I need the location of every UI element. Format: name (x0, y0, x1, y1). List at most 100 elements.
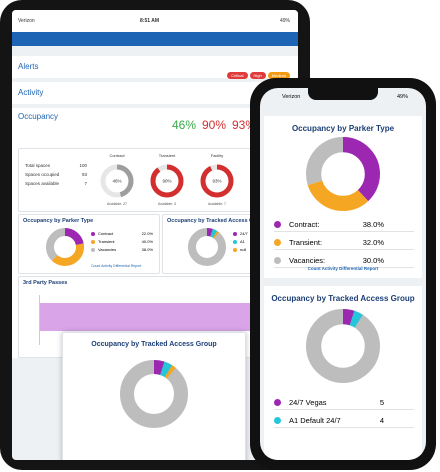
gauge-arc (200, 164, 234, 198)
carrier: Verizon (282, 94, 301, 100)
pass-bar (39, 303, 255, 331)
legend-swatch (233, 247, 237, 252)
parker-card: Occupancy by Parker Type Contract 22.0% Tr… (18, 214, 160, 274)
stats-value: 7 (84, 181, 87, 186)
legend-row: Contract: 38.0% (274, 220, 414, 232)
legend-swatch (91, 247, 95, 252)
legend-item: Transient (91, 239, 115, 244)
gauge-arc (150, 164, 184, 198)
legend-item: 24/7 (233, 231, 248, 236)
legend-swatch (274, 417, 281, 424)
badge: Critical (227, 72, 248, 79)
donut-track (120, 360, 188, 428)
gauge-arc (100, 164, 134, 198)
donut-segment (306, 137, 380, 211)
occupancy-percent: 46% (172, 118, 197, 132)
legend-row: Transient 40.0% (91, 239, 153, 244)
gauge-available: Available: 27 (107, 202, 127, 206)
legend-item: A1 (233, 239, 245, 244)
legend-label: Transient (98, 239, 115, 244)
legend-label: null (240, 247, 247, 252)
occupancy-percent: 90% (202, 118, 227, 132)
legend: Contract 22.0% Transient 40.0% Vacancies 38.0… (91, 231, 153, 255)
legend-value: 38.0% (141, 247, 153, 252)
stats-label: Spaces available (25, 181, 60, 186)
carrier: Verizon (18, 18, 35, 24)
donut (306, 309, 380, 383)
gauge-available: Available: 7 (208, 202, 226, 206)
legend-label: 24/7 Vegas (289, 398, 327, 407)
phone-screen: Verizon 49% Occupancy by Parker Type Con… (260, 88, 426, 460)
notch (308, 88, 378, 100)
stats-row: Spaces available 7 (25, 181, 87, 186)
legend-swatch (91, 231, 95, 236)
gauge-label: 46% (112, 179, 121, 184)
legend-item: null (233, 247, 246, 252)
stats-label: Spaces occupied (25, 172, 60, 177)
legend-row: A1 Default 24/7 4 (274, 416, 414, 428)
legend-item: 24/7 Vegas (274, 398, 327, 407)
legend-item: Contract: (274, 220, 319, 229)
status-bar: Verizon 8:51 AM 49% (12, 10, 298, 32)
panel-title: Occupancy by Parker Type (291, 124, 395, 133)
report-link[interactable]: Count Activity Differential Report (91, 264, 142, 268)
donut-track (306, 309, 380, 383)
legend-swatch (91, 239, 95, 244)
legend-row: null (233, 247, 283, 252)
overlay-card: Occupancy by Tracked Access Group (62, 332, 246, 460)
stats-value: 100 (79, 163, 87, 168)
legend-label: 24/7 (240, 231, 248, 236)
legend: Contract: 38.0% Transient: 32.0% Vacancies: 3… (274, 220, 414, 274)
legend-label: Vacancies (98, 247, 117, 252)
legend-item: Transient: (274, 238, 322, 247)
gauge-available: Available: 3 (158, 202, 176, 206)
legend-swatch (274, 399, 281, 406)
legend-value: 32.0% (362, 238, 384, 247)
donut-segment (120, 360, 188, 428)
card-title: Occupancy by Tracked Access Group (167, 218, 266, 224)
legend-row: 24/7 (233, 231, 283, 236)
alerts-row[interactable]: Alerts Critical High Medium (12, 56, 298, 79)
stats-table: Total spaces 100 Spaces occupied 93 Spaces a… (25, 163, 87, 190)
gauge-name: Transient (159, 153, 176, 158)
donut-track (188, 228, 226, 266)
panel-title: Occupancy by Tracked Access Group (271, 294, 415, 303)
activity-row[interactable]: Activity (12, 82, 298, 104)
legend-item: Contract (91, 231, 113, 236)
report-link[interactable]: Count Activity Differential Report (307, 266, 379, 271)
gauge-label: 93% (212, 179, 221, 184)
donut (120, 360, 188, 428)
donut (188, 228, 226, 266)
alerts-title: Alerts (18, 62, 39, 71)
legend-label: Transient: (289, 238, 323, 247)
legend: 24/7 A1 null (233, 231, 283, 255)
occupancy-title: Occupancy (18, 112, 59, 121)
legend-row: A1 (233, 239, 283, 244)
card-title: 3rd Party Passes (23, 280, 68, 286)
stats-card: Total spaces 100 Spaces occupied 93 Spaces a… (18, 148, 292, 212)
legend-label: Vacancies: (289, 256, 326, 265)
legend-item: Vacancies (91, 247, 116, 252)
legend-row: Contract 22.0% (91, 231, 153, 236)
donut-segment (306, 137, 380, 211)
axis (39, 295, 40, 345)
battery: 49% (279, 18, 290, 24)
legend-swatch (274, 239, 281, 246)
parker-panel: Occupancy by Parker Type Contract: 38.0% T… (264, 116, 422, 278)
gauge-name: Facility (211, 153, 223, 158)
legend-row: Transient: 32.0% (274, 238, 414, 250)
battery: 49% (396, 94, 408, 100)
gauges: Contract 46% Available: 27 Transient 90% Avai… (100, 153, 234, 206)
donut-segment (306, 309, 380, 383)
stats-row: Total spaces 100 (25, 163, 87, 168)
legend-value: 4 (379, 416, 384, 425)
legend-row: Vacancies 38.0% (91, 247, 153, 252)
legend-swatch (233, 239, 237, 244)
legend-value: 5 (379, 398, 384, 407)
legend-row: 24/7 Vegas 5 (274, 398, 414, 410)
legend-row: Vacancies: 30.0% (274, 256, 414, 268)
gauge-name: Contract (109, 153, 125, 158)
donut (306, 137, 380, 211)
card-title: Occupancy by Tracked Access Group (91, 341, 217, 348)
